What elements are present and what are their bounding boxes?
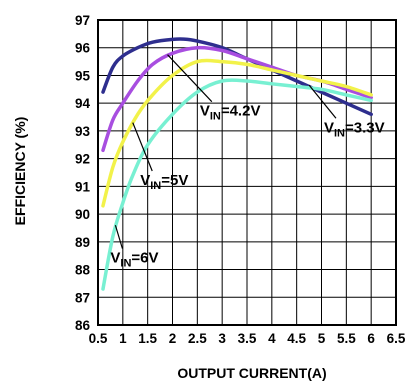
y-tick-label: 89 bbox=[75, 235, 90, 250]
y-tick-label: 90 bbox=[75, 207, 90, 222]
y-tick-label: 91 bbox=[75, 179, 91, 194]
plot-frame bbox=[97, 19, 397, 326]
series-lines bbox=[101, 37, 373, 291]
y-tick-label: 94 bbox=[75, 96, 91, 111]
y-tick-label: 97 bbox=[75, 13, 90, 28]
x-tick-label: 1.5 bbox=[138, 331, 157, 346]
annotation-label: VIN=3.3V bbox=[324, 119, 385, 139]
annotations: VIN=4.2V VIN=3.3V VIN=5V VIN=6V bbox=[110, 54, 385, 270]
series-line bbox=[101, 78, 373, 291]
x-tick-label: 2.5 bbox=[188, 331, 207, 346]
x-tick-label: 5 bbox=[318, 331, 326, 346]
y-tick-label: 88 bbox=[75, 263, 91, 278]
x-tick-label: 2 bbox=[169, 331, 177, 346]
y-axis-title: EFFICIENCY (%) bbox=[12, 117, 28, 226]
annotation-label: VIN=5V bbox=[140, 172, 188, 192]
y-tick-label: 92 bbox=[75, 152, 90, 167]
annotation-leader bbox=[132, 122, 153, 172]
x-tick-label: 3 bbox=[218, 331, 226, 346]
annotation-leader bbox=[167, 54, 213, 103]
y-tick-label: 87 bbox=[75, 290, 90, 305]
series-line bbox=[101, 58, 373, 208]
annotation-label: VIN=4.2V bbox=[200, 103, 261, 123]
y-tick-labels: 86 87 88 89 90 91 92 93 94 95 96 97 bbox=[75, 13, 91, 333]
x-tick-label: 4.5 bbox=[287, 331, 306, 346]
annotation-leader bbox=[308, 84, 337, 119]
x-tick-label: 0.5 bbox=[89, 331, 108, 346]
x-tick-label: 5.5 bbox=[337, 331, 356, 346]
x-axis-title: OUTPUT CURRENT(A) bbox=[177, 365, 326, 381]
y-tick-label: 95 bbox=[75, 68, 91, 83]
annotation-leader bbox=[114, 225, 123, 249]
x-tick-label: 6 bbox=[367, 331, 375, 346]
x-tick-label: 4 bbox=[268, 331, 276, 346]
y-tick-label: 96 bbox=[75, 41, 91, 56]
y-tick-label: 93 bbox=[75, 124, 91, 139]
x-tick-label: 3.5 bbox=[238, 331, 257, 346]
x-tick-label: 1 bbox=[119, 331, 127, 346]
annotation-label: VIN=6V bbox=[110, 250, 158, 270]
y-tick-label: 86 bbox=[75, 318, 91, 333]
x-tick-label: 6.5 bbox=[387, 331, 406, 346]
x-tick-labels: 0.5 1 1.5 2 2.5 3 3.5 4 4.5 5 5.5 6 6.5 bbox=[89, 331, 406, 346]
